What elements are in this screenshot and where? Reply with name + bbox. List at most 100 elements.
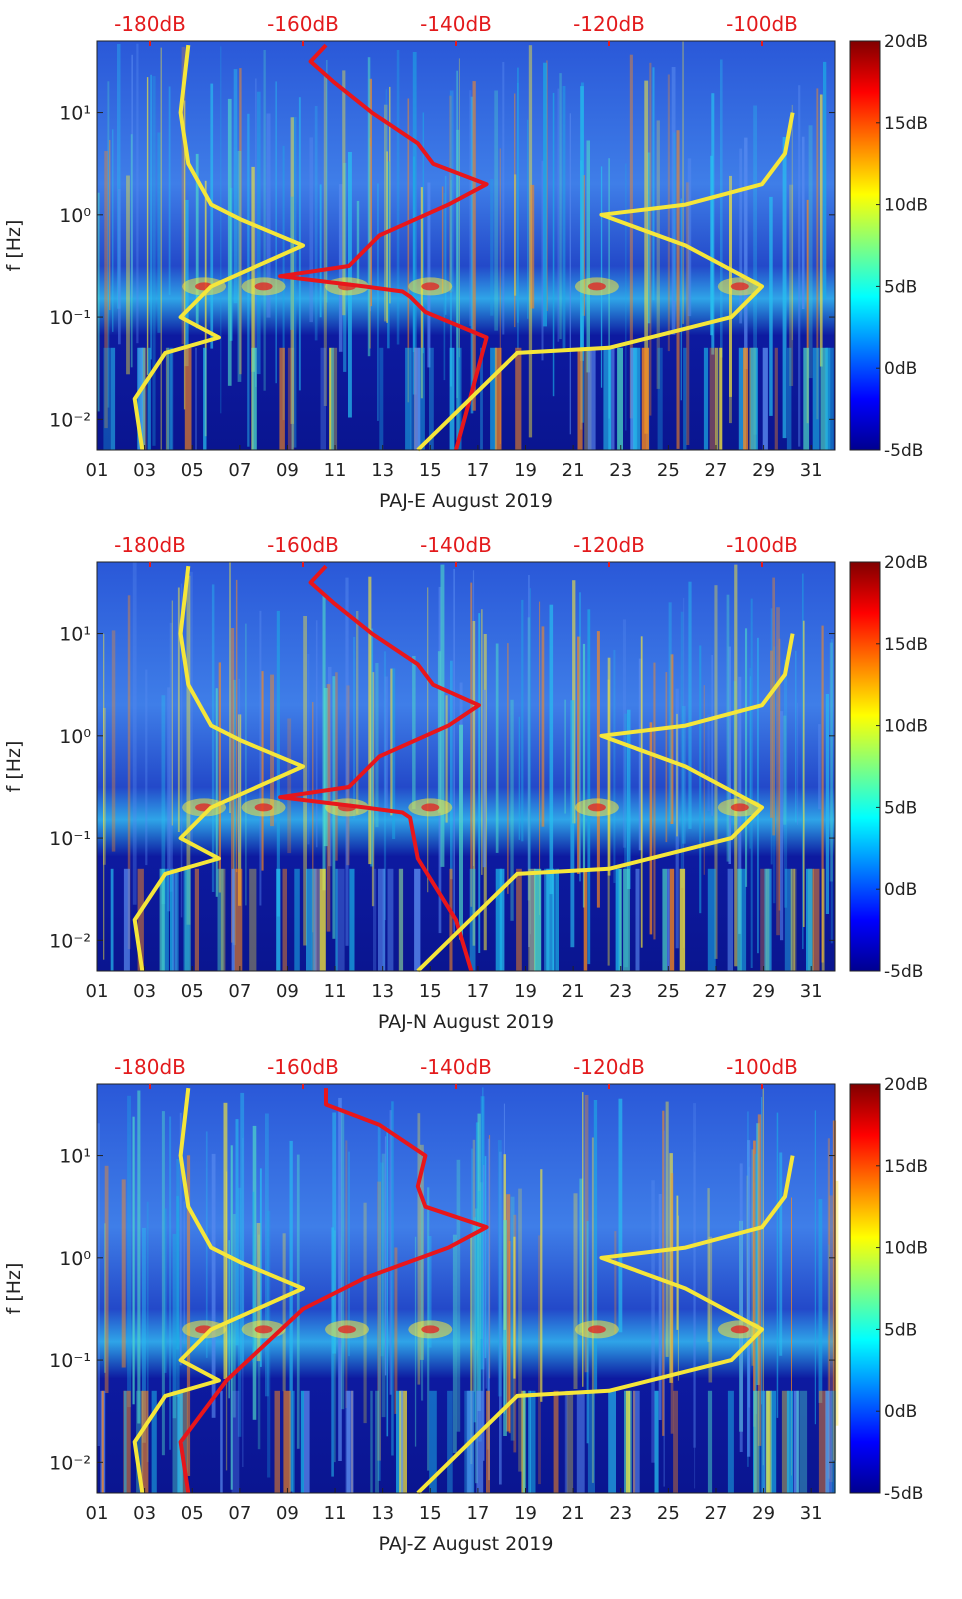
spectrogram-streak	[676, 1195, 679, 1330]
spectrogram-streak	[394, 1247, 398, 1414]
spectrogram-streak	[579, 1178, 584, 1333]
spectrogram-lowband-block	[630, 347, 635, 451]
spectrogram-lowband-block	[793, 868, 797, 972]
spectrogram-streak	[377, 1181, 381, 1461]
spectrogram-streak	[829, 1195, 833, 1482]
spectrogram-streak	[749, 668, 751, 849]
spectrogram-streak	[186, 1155, 191, 1476]
spectrogram-streak	[97, 192, 100, 412]
spectrogram-streak	[195, 153, 199, 329]
spectrogram-lowband-block	[765, 1390, 768, 1494]
spectrogram-lowband-block	[764, 868, 772, 972]
spectrogram-streak	[656, 120, 660, 389]
spectrogram-streak	[319, 184, 322, 318]
spectrogram-lowband-block	[110, 347, 116, 451]
spectrogram-streak	[323, 73, 327, 407]
spectrogram-lowband-block	[737, 868, 742, 972]
spectrogram-streak	[235, 579, 238, 873]
spectrogram-streak	[649, 62, 652, 416]
top-axis-db-label: -160dB	[267, 533, 339, 557]
spectrogram-streak	[475, 1122, 479, 1351]
spectrogram-streak	[797, 702, 799, 825]
spectrogram-streak	[582, 1092, 584, 1387]
y-tick-label: 10⁻¹	[49, 307, 91, 329]
spectrogram-panel-1: 01 03 05 07 09 11 13 15 17 19 21 23 25 27 29 31 10⁻² 10⁻¹…	[3, 12, 928, 512]
spectrogram-streak	[290, 117, 294, 424]
x-tick-label: 29	[752, 1503, 775, 1524]
top-axis-db-label: -120dB	[573, 12, 645, 36]
colorbar-tick-label: -5dB	[884, 441, 923, 461]
colorbar-tick-label: 0dB	[884, 880, 917, 900]
spectrogram-streak	[391, 1101, 394, 1456]
spectrogram-streak	[494, 90, 498, 331]
colorbar	[849, 40, 881, 451]
spectrogram-streak	[161, 695, 166, 905]
x-tick-label: 07	[228, 1503, 251, 1524]
spectrogram-lowband-block	[194, 868, 199, 972]
x-tick-label: 13	[371, 981, 394, 1002]
spectrogram-streak	[323, 688, 328, 847]
microseism-hotspot-core	[730, 803, 749, 812]
spectrogram-lowband-block	[662, 868, 667, 972]
spectrogram-streak	[384, 676, 388, 809]
spectrogram-streak	[471, 1148, 474, 1331]
spectrogram-streak	[795, 650, 797, 823]
spectrogram-lowband-block	[667, 868, 670, 972]
spectrogram-streak	[808, 125, 813, 379]
x-tick-label: 03	[133, 981, 156, 1002]
x-tick-label: 17	[466, 1503, 489, 1524]
spectrogram-streak	[607, 657, 611, 876]
spectrogram-streak	[671, 67, 676, 335]
spectrogram-streak	[172, 1233, 177, 1419]
x-tick-label: 09	[276, 460, 299, 481]
spectrogram-streak	[377, 1124, 381, 1481]
x-tick-label: 13	[371, 1503, 394, 1524]
spectrogram-lowband-block	[313, 868, 317, 972]
yellow-low-model	[132, 565, 305, 972]
x-tick-label: 21	[562, 981, 585, 1002]
spectrogram-lowband-block	[449, 347, 455, 451]
spectrogram-streak	[261, 671, 264, 871]
spectrogram-streak	[513, 1236, 516, 1379]
spectrogram-lowband-block	[320, 347, 326, 451]
spectrogram-lowband-block	[786, 1390, 794, 1494]
spectrogram-lowband-block	[743, 347, 749, 451]
x-tick-label: 11	[324, 981, 347, 1002]
spectrogram-streak	[538, 1235, 541, 1485]
spectrogram-streak	[478, 613, 481, 953]
spectrogram-lowband-block	[770, 1390, 777, 1494]
spectrogram-streak	[734, 564, 738, 967]
spectrogram-lowband-block	[174, 868, 179, 972]
spectrogram-streak	[287, 718, 292, 854]
spectrogram-lowband-block	[583, 868, 588, 972]
spectrogram-lowband-block	[234, 868, 243, 972]
spectrogram-streak	[103, 633, 105, 960]
spectrogram-streak	[132, 562, 137, 905]
spectrogram-streak	[218, 662, 221, 893]
spectrogram-lowband-block	[378, 868, 386, 972]
spectrogram-lowband-block	[184, 347, 192, 451]
x-tick-label: 01	[86, 981, 109, 1002]
y-tick-label: 10⁻²	[49, 409, 91, 431]
spectrogram-lowband-block	[553, 1390, 559, 1494]
colorbar-tick-label: 20dB	[884, 553, 928, 573]
spectrogram-streak	[481, 609, 483, 875]
spectrogram-streak	[499, 1151, 502, 1485]
spectrogram-streak	[638, 658, 643, 851]
spectrogram-lowband-block	[276, 868, 281, 972]
spectrogram-streak	[503, 1220, 507, 1436]
spectrogram-streak	[477, 1113, 481, 1411]
spectrogram-streak	[445, 695, 448, 823]
spectrogram-streak	[640, 636, 643, 948]
spectrogram-lowband-block	[398, 868, 404, 972]
spectrogram-streak	[257, 1234, 261, 1450]
spectrogram-streak	[562, 86, 566, 350]
spectrogram-streak	[484, 1156, 487, 1359]
top-axis-db-label: -140dB	[420, 533, 492, 557]
spectrogram-streak	[345, 577, 349, 946]
spectrogram-streak	[440, 564, 445, 867]
spectrogram-streak	[540, 1169, 543, 1402]
spectrogram-lowband-block	[516, 868, 522, 972]
spectrogram-streak	[121, 1179, 126, 1368]
spectrogram-lowband-block	[330, 347, 338, 451]
